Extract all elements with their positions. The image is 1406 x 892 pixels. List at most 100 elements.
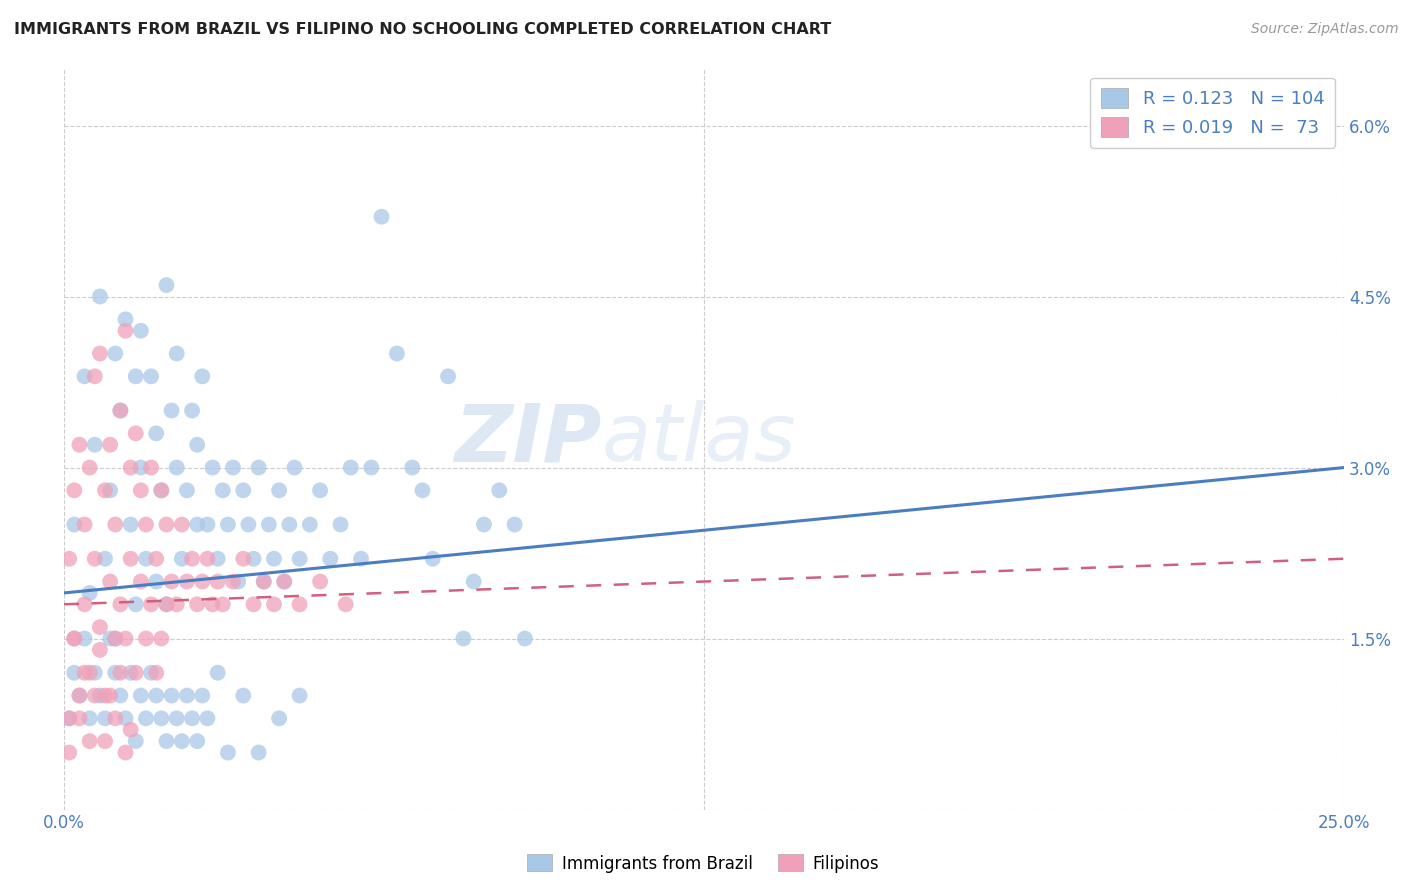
Point — [129, 324, 152, 338]
Point — [181, 711, 204, 725]
Point — [273, 574, 295, 589]
Point — [145, 426, 167, 441]
Point — [370, 210, 392, 224]
Point — [232, 483, 254, 498]
Point — [129, 574, 152, 589]
Point — [197, 517, 219, 532]
Point — [104, 346, 127, 360]
Point — [94, 711, 117, 725]
Point — [226, 574, 249, 589]
Legend: Immigrants from Brazil, Filipinos: Immigrants from Brazil, Filipinos — [520, 847, 886, 880]
Point — [135, 551, 157, 566]
Point — [488, 483, 510, 498]
Point — [89, 689, 111, 703]
Point — [83, 438, 105, 452]
Point — [257, 517, 280, 532]
Point — [125, 598, 148, 612]
Y-axis label: No Schooling Completed: No Schooling Completed — [0, 344, 7, 533]
Point — [166, 460, 188, 475]
Legend: R = 0.123   N = 104, R = 0.019   N =  73: R = 0.123 N = 104, R = 0.019 N = 73 — [1090, 78, 1336, 148]
Point — [120, 460, 142, 475]
Point — [98, 483, 121, 498]
Point — [309, 483, 332, 498]
Point — [63, 632, 86, 646]
Point — [191, 689, 214, 703]
Point — [160, 689, 183, 703]
Point — [269, 711, 291, 725]
Point — [191, 574, 214, 589]
Point — [104, 517, 127, 532]
Point — [89, 620, 111, 634]
Point — [238, 517, 260, 532]
Point — [94, 734, 117, 748]
Point — [401, 460, 423, 475]
Point — [269, 483, 291, 498]
Point — [503, 517, 526, 532]
Point — [186, 517, 208, 532]
Point — [58, 711, 80, 725]
Point — [360, 460, 382, 475]
Point — [186, 734, 208, 748]
Point — [114, 711, 136, 725]
Point — [170, 551, 193, 566]
Point — [217, 746, 239, 760]
Text: atlas: atlas — [602, 400, 796, 478]
Point — [139, 598, 162, 612]
Point — [79, 460, 101, 475]
Text: IMMIGRANTS FROM BRAZIL VS FILIPINO NO SCHOOLING COMPLETED CORRELATION CHART: IMMIGRANTS FROM BRAZIL VS FILIPINO NO SC… — [14, 22, 831, 37]
Point — [160, 403, 183, 417]
Point — [247, 746, 270, 760]
Point — [181, 551, 204, 566]
Point — [273, 574, 295, 589]
Point — [186, 438, 208, 452]
Point — [176, 483, 198, 498]
Point — [242, 598, 264, 612]
Point — [120, 723, 142, 737]
Point — [120, 517, 142, 532]
Point — [89, 346, 111, 360]
Point — [120, 665, 142, 680]
Point — [155, 734, 177, 748]
Point — [166, 711, 188, 725]
Point — [335, 598, 357, 612]
Point — [278, 517, 301, 532]
Point — [263, 598, 285, 612]
Point — [135, 711, 157, 725]
Point — [110, 403, 132, 417]
Point — [58, 711, 80, 725]
Point — [129, 483, 152, 498]
Point — [232, 551, 254, 566]
Point — [201, 460, 224, 475]
Point — [125, 426, 148, 441]
Point — [186, 598, 208, 612]
Point — [73, 632, 96, 646]
Point — [129, 689, 152, 703]
Text: ZIP: ZIP — [454, 400, 602, 478]
Point — [155, 517, 177, 532]
Point — [155, 278, 177, 293]
Point — [67, 689, 90, 703]
Point — [83, 689, 105, 703]
Point — [67, 711, 90, 725]
Point — [150, 483, 173, 498]
Point — [247, 460, 270, 475]
Point — [150, 632, 173, 646]
Point — [155, 598, 177, 612]
Point — [288, 689, 311, 703]
Point — [125, 369, 148, 384]
Point — [166, 598, 188, 612]
Point — [319, 551, 342, 566]
Point — [145, 689, 167, 703]
Point — [242, 551, 264, 566]
Point — [207, 665, 229, 680]
Point — [98, 438, 121, 452]
Point — [98, 574, 121, 589]
Point — [472, 517, 495, 532]
Point — [129, 460, 152, 475]
Point — [283, 460, 305, 475]
Point — [298, 517, 321, 532]
Point — [411, 483, 433, 498]
Point — [288, 598, 311, 612]
Point — [63, 483, 86, 498]
Point — [197, 551, 219, 566]
